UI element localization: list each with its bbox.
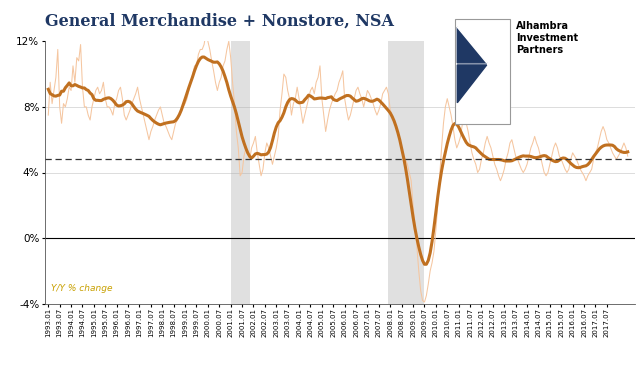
Text: Y/Y % change: Y/Y % change — [51, 284, 112, 292]
Polygon shape — [457, 27, 487, 63]
Text: General Merchandise + Nonstore, NSA: General Merchandise + Nonstore, NSA — [45, 13, 394, 30]
FancyBboxPatch shape — [455, 19, 510, 124]
Polygon shape — [457, 27, 487, 63]
Text: Alhambra
Investment
Partners: Alhambra Investment Partners — [516, 21, 578, 56]
Bar — [388, 41, 424, 304]
Bar — [231, 41, 249, 304]
Polygon shape — [457, 65, 487, 103]
